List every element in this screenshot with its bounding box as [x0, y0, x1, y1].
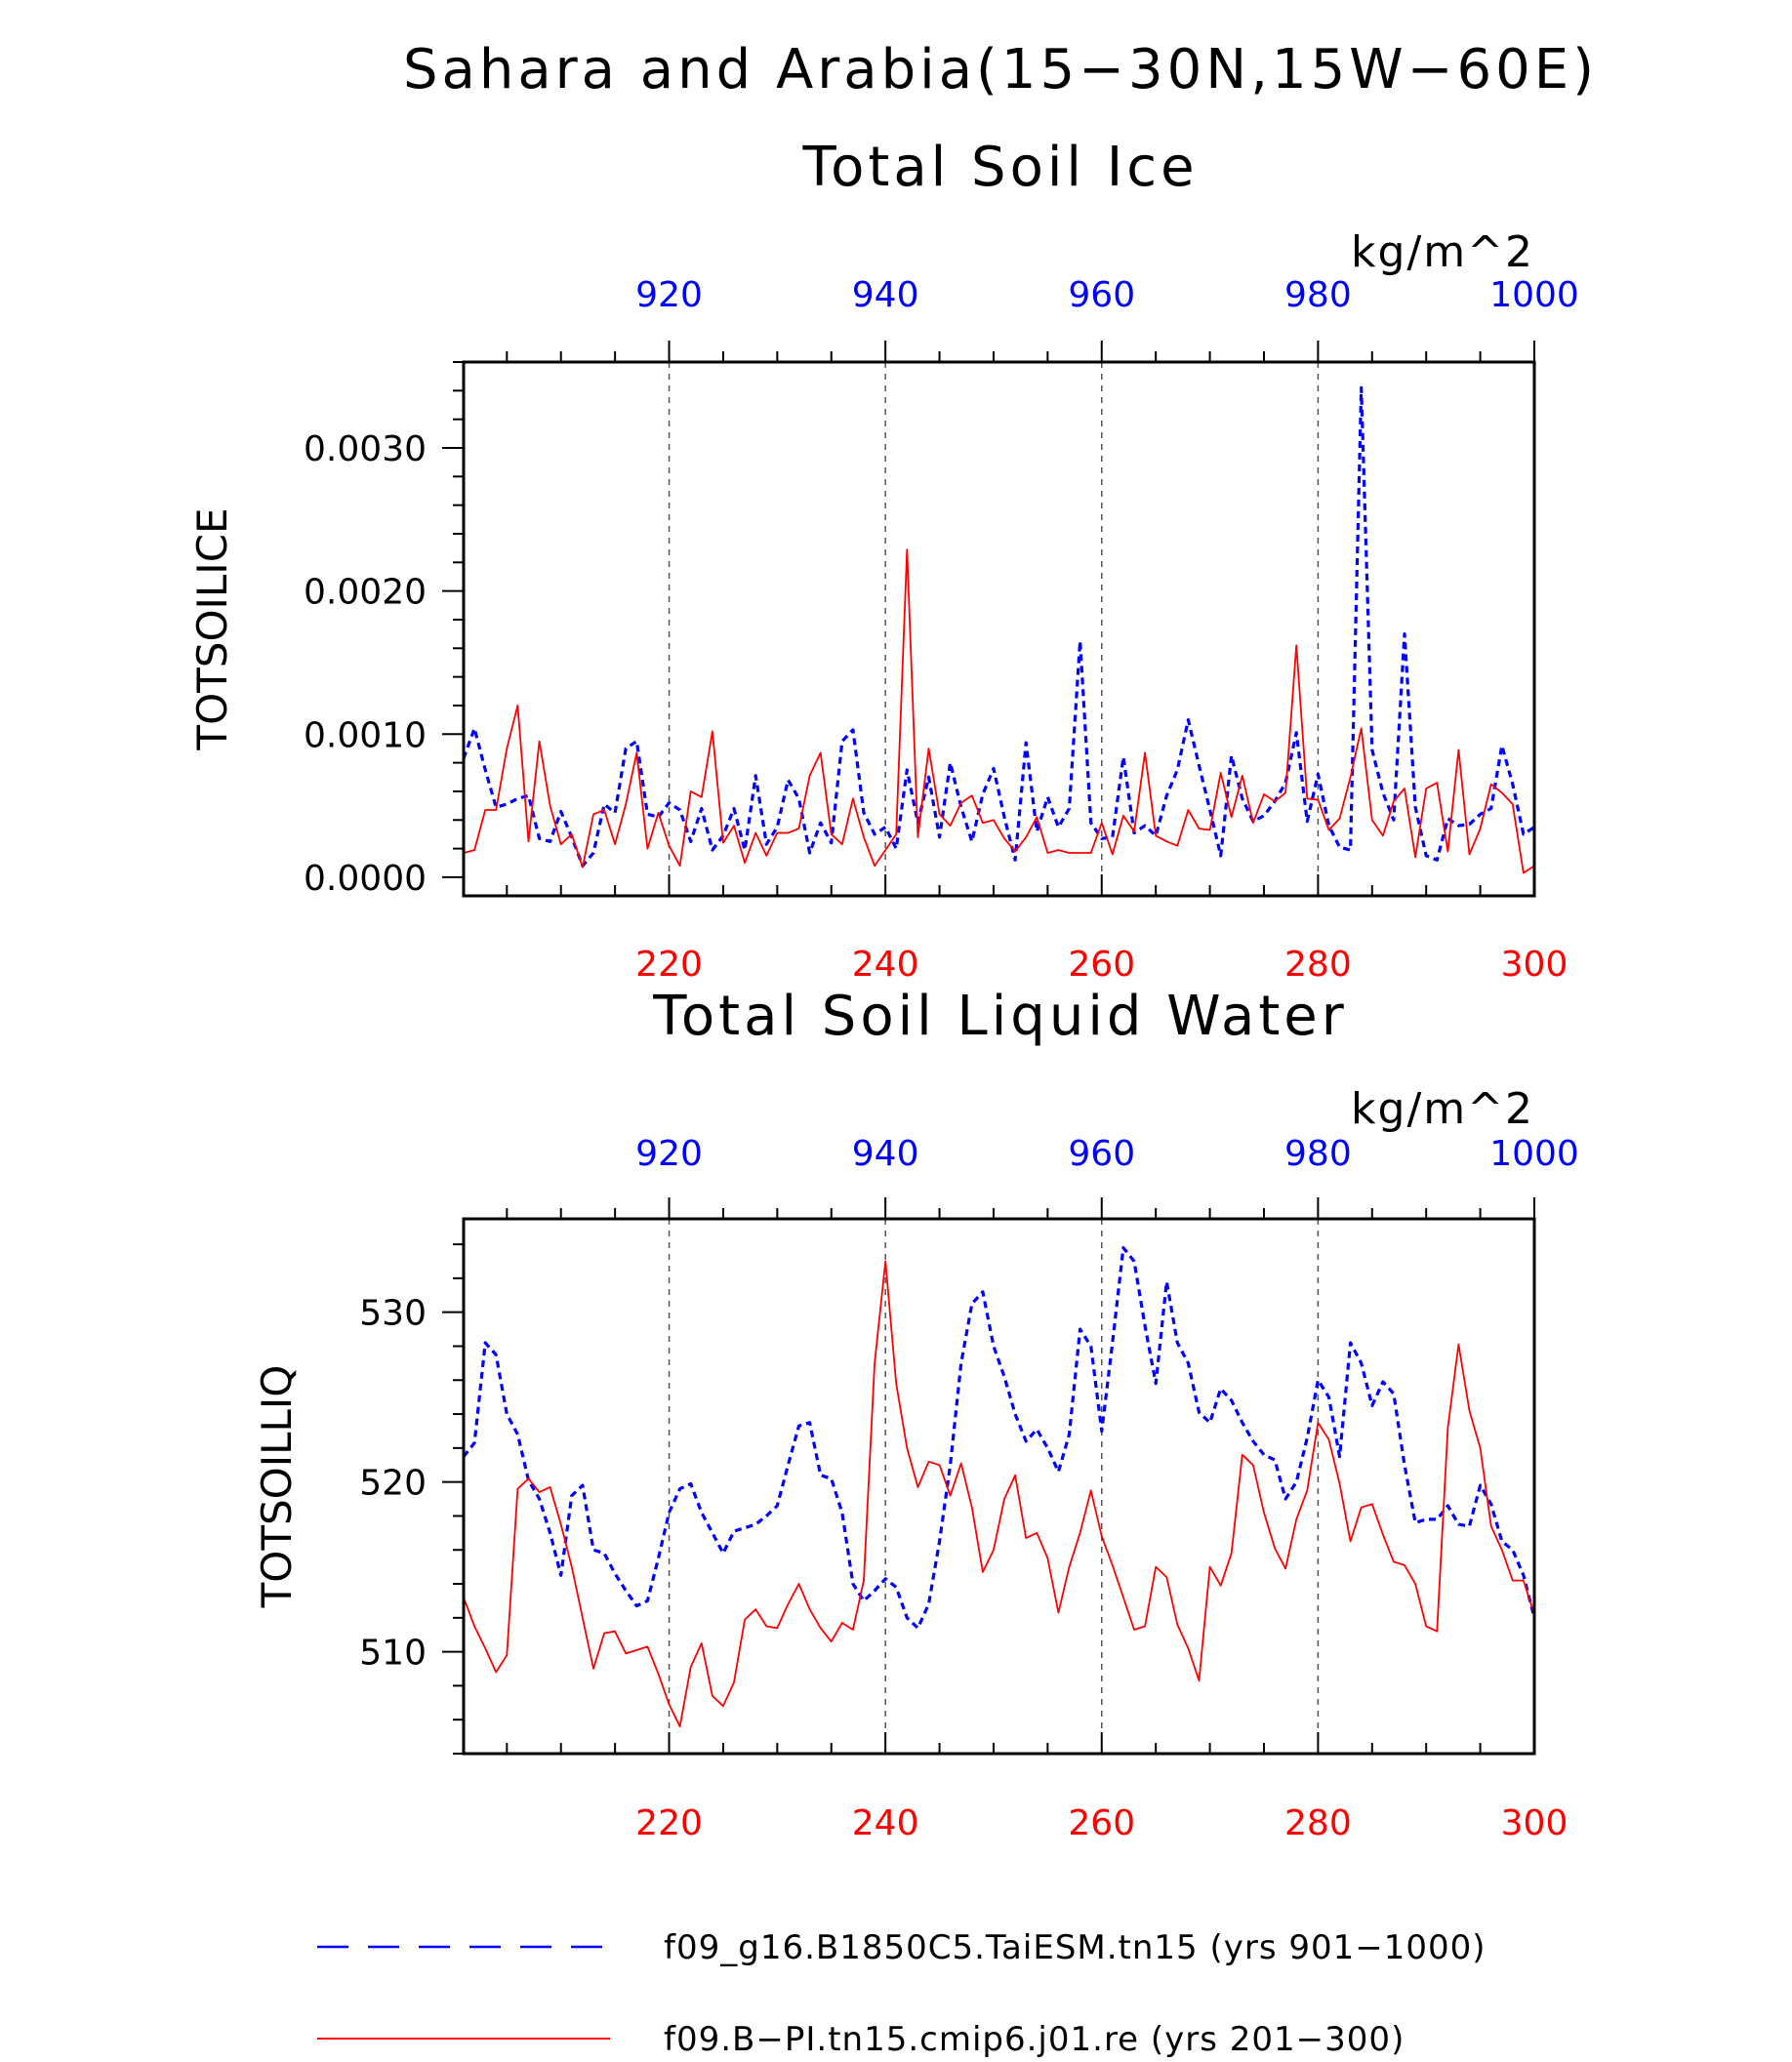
y-axis-label: TOTSOILLIQ [253, 1365, 301, 1609]
x-tick-label-bottom: 280 [1284, 1803, 1352, 1843]
x-tick-label-bottom: 260 [1068, 1803, 1135, 1843]
x-tick-label-top: 980 [1284, 1134, 1352, 1174]
x-tick-label-bottom: 300 [1501, 1803, 1568, 1843]
y-tick-label: 0.0010 [304, 715, 427, 755]
y-tick-label: 520 [359, 1464, 427, 1504]
y-tick-label: 510 [359, 1634, 427, 1674]
x-tick-label-top: 940 [852, 275, 919, 315]
series-line-cmip6 [464, 548, 1534, 874]
legend: f09_g16.B1850C5.TaiESM.tn15 (yrs 901−100… [317, 1928, 1487, 2059]
series-line-cmip6 [464, 1260, 1534, 1728]
x-tick-label-top: 1000 [1489, 1134, 1579, 1174]
x-tick-label-top: 960 [1068, 1134, 1135, 1174]
x-tick-label-bottom: 280 [1284, 945, 1352, 985]
y-tick-label: 0.0030 [304, 429, 427, 469]
x-tick-label-top: 920 [635, 275, 703, 315]
x-tick-label-bottom: 240 [852, 945, 919, 985]
x-tick-label-top: 980 [1284, 275, 1352, 315]
panel-title: Total Soil Liquid Water [652, 985, 1348, 1048]
legend-label-taiesm: f09_g16.B1850C5.TaiESM.tn15 (yrs 901−100… [664, 1928, 1487, 1967]
y-tick-label: 0.0000 [304, 859, 427, 899]
x-tick-label-top: 940 [852, 1134, 919, 1174]
panel-title: Total Soil Ice [801, 136, 1198, 199]
plot-frame [462, 1217, 1536, 1756]
y-axis-label: TOTSOILICE [188, 507, 236, 750]
y-tick-label: 0.0020 [304, 573, 427, 613]
x-tick-label-top: 960 [1068, 275, 1135, 315]
x-tick-label-bottom: 220 [635, 945, 703, 985]
panel-total-soil-ice: Total Soil Ice kg/m^2 TOTSOILICE 220 240 260 2… [188, 136, 1579, 985]
unit-label: kg/m^2 [1351, 1084, 1534, 1134]
series-line-taiesm [464, 385, 1534, 868]
figure-title: Sahara and Arabia(15−30N,15W−60E) [403, 38, 1598, 101]
x-tick-label-bottom: 240 [852, 1803, 919, 1843]
x-tick-label-bottom: 300 [1501, 945, 1568, 985]
series-line-taiesm [464, 1245, 1534, 1630]
x-tick-label-bottom: 220 [635, 1803, 703, 1843]
x-tick-label-top: 920 [635, 1134, 703, 1174]
y-tick-label: 530 [359, 1294, 427, 1334]
plot-frame [462, 360, 1536, 898]
x-tick-label-top: 1000 [1489, 275, 1579, 315]
x-tick-label-bottom: 260 [1068, 945, 1135, 985]
legend-label-cmip6: f09.B−PI.tn15.cmip6.j01.re (yrs 201−300) [664, 2020, 1405, 2059]
unit-label: kg/m^2 [1351, 227, 1534, 277]
